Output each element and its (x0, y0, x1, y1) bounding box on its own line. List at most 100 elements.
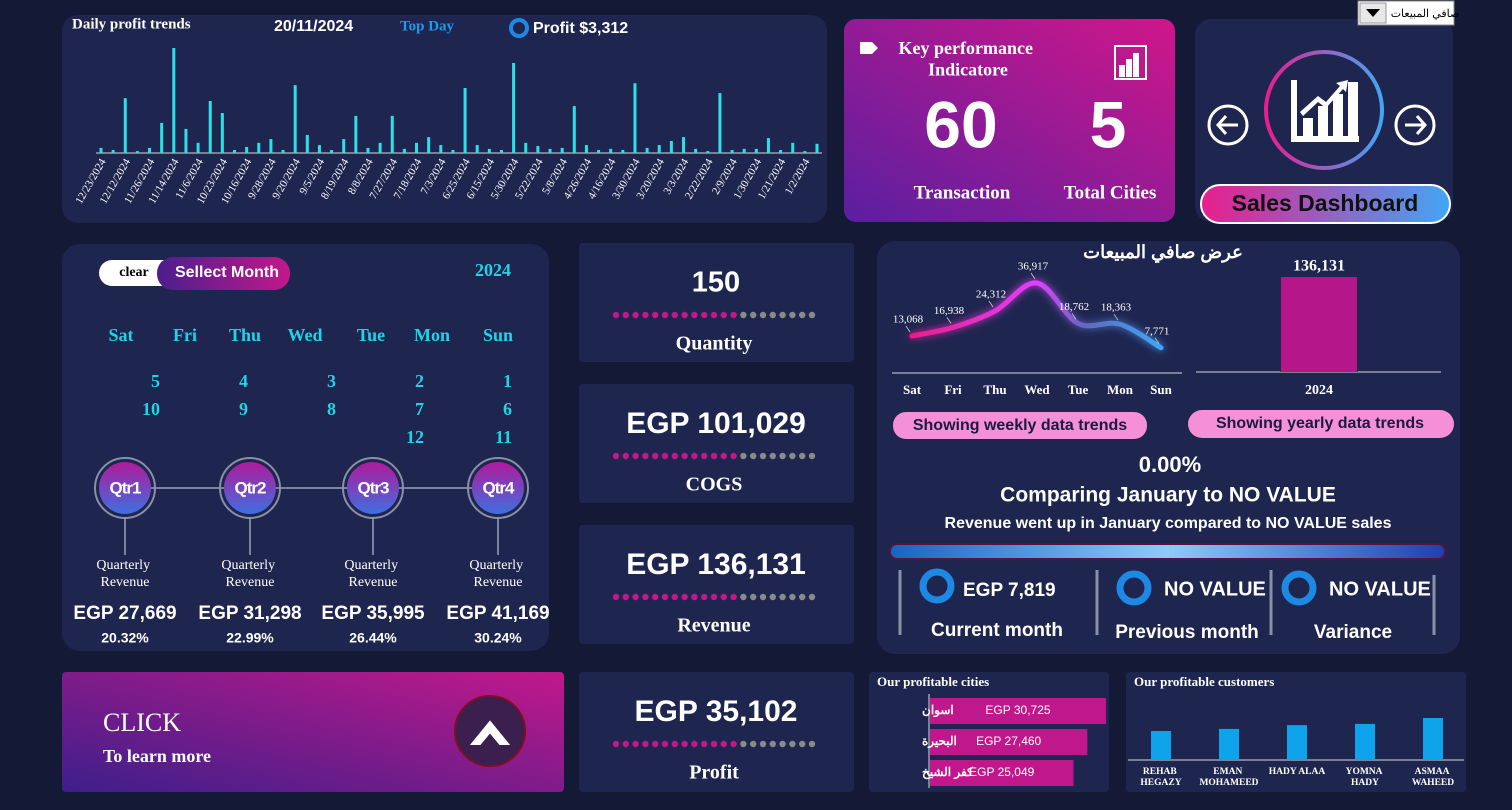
progress-dot (622, 311, 629, 319)
bar (597, 149, 601, 153)
progress-dot (691, 593, 698, 601)
x-tick-label: 2024 (1305, 383, 1333, 398)
bar (427, 137, 431, 153)
bar (1219, 728, 1239, 760)
bar (475, 145, 479, 153)
bar (232, 149, 236, 153)
dropdown-arrow (1366, 9, 1380, 17)
quarter-caption: Quarterly Revenue (344, 558, 401, 590)
progress-dot (652, 452, 659, 460)
bar (572, 106, 576, 153)
bar (669, 140, 673, 153)
bar (730, 149, 734, 153)
label-leader (905, 325, 911, 333)
bar (742, 148, 746, 153)
bar (930, 729, 1088, 755)
sales-dashboard-button[interactable] (1200, 184, 1451, 224)
daily-panel (62, 15, 827, 223)
progress-dot (769, 740, 776, 748)
calendar-panel (62, 244, 549, 651)
progress-dot (612, 740, 620, 748)
label-leader (988, 300, 994, 308)
quarter-share: 30.24% (474, 630, 522, 646)
progress-dot (808, 740, 816, 748)
bar (815, 143, 819, 153)
prev-button[interactable] (1207, 104, 1249, 146)
bar (111, 149, 115, 153)
ring-icon (1116, 570, 1152, 606)
progress-dot (622, 593, 629, 601)
progress-dot (779, 593, 786, 601)
progress-dot (622, 740, 629, 748)
bar (609, 148, 613, 153)
progress-dot (759, 311, 767, 319)
date: 4 (239, 371, 248, 391)
progress-dot (612, 452, 620, 460)
weekly-button[interactable] (893, 412, 1147, 439)
clear-label: clear (119, 265, 149, 280)
progress-dot (740, 452, 747, 460)
item-label: Current month (931, 620, 1063, 641)
bar (208, 101, 212, 153)
x-tick-label: EMAN MOHAMEED (1199, 767, 1258, 788)
progress-dot (691, 311, 698, 319)
quarter-button[interactable] (472, 462, 524, 514)
quarter-caption: Quarterly Revenue (469, 558, 526, 590)
progress-dot (799, 452, 806, 460)
progress-dot (730, 740, 737, 748)
data-label: 136,131 (1293, 258, 1345, 275)
quarter-share: 26.44% (349, 630, 397, 646)
progress-dot (769, 593, 776, 601)
weekday: Sun (483, 325, 513, 345)
next-button[interactable] (1394, 104, 1436, 146)
kpi-value: 5 (1090, 87, 1127, 161)
data-label: 16,938 (934, 305, 965, 317)
quarter-button[interactable] (224, 462, 276, 514)
click-panel[interactable] (62, 672, 564, 792)
card-label: COGS (686, 474, 743, 496)
progress-dot (730, 311, 737, 319)
arrow-left (1215, 115, 1238, 135)
item-label: Previous month (1115, 622, 1259, 643)
progress-dot (671, 452, 678, 460)
bar (135, 151, 139, 153)
x-tick-label: Thu (983, 382, 1006, 397)
bar (293, 85, 297, 153)
progress-dot (750, 593, 757, 601)
progress-dot (769, 311, 776, 319)
weekday: Wed (287, 325, 322, 345)
progress-dot (779, 452, 786, 460)
bar (305, 134, 309, 153)
progress-dot (710, 311, 718, 319)
logo-ring (1264, 50, 1384, 170)
progress-dot (759, 452, 767, 460)
weekday: Mon (414, 325, 450, 345)
bar (463, 88, 467, 153)
date: 20/11/2024 (274, 18, 353, 35)
quarter-button[interactable] (347, 462, 399, 514)
progress-dot (642, 452, 649, 460)
click-subtitle: To learn more (103, 746, 211, 766)
bar (390, 115, 394, 153)
select-month-button[interactable] (157, 257, 290, 290)
bar (536, 146, 540, 153)
progress-dot (740, 593, 747, 601)
quarter-button[interactable] (99, 462, 151, 514)
x-tick-label: YOMNA HADY (1346, 767, 1385, 788)
x-tick-label: HADY ALAA (1269, 767, 1326, 777)
y-tick-label: اسوان (922, 703, 954, 718)
progress-dot (661, 593, 669, 601)
data-label: EGP 30,725 (985, 703, 1050, 717)
bar (1355, 723, 1375, 760)
progress-dot (808, 593, 816, 601)
label-leader (1030, 272, 1036, 280)
date: 2 (415, 371, 424, 391)
progress-dot (730, 452, 737, 460)
bar (160, 122, 164, 153)
card-value: 150 (692, 267, 740, 299)
progress-dot (799, 593, 806, 601)
yearly-button[interactable] (1188, 410, 1454, 438)
date: 8 (327, 399, 336, 419)
card (579, 243, 854, 362)
comparison-note: Revenue went up in January compared to N… (945, 515, 1392, 532)
